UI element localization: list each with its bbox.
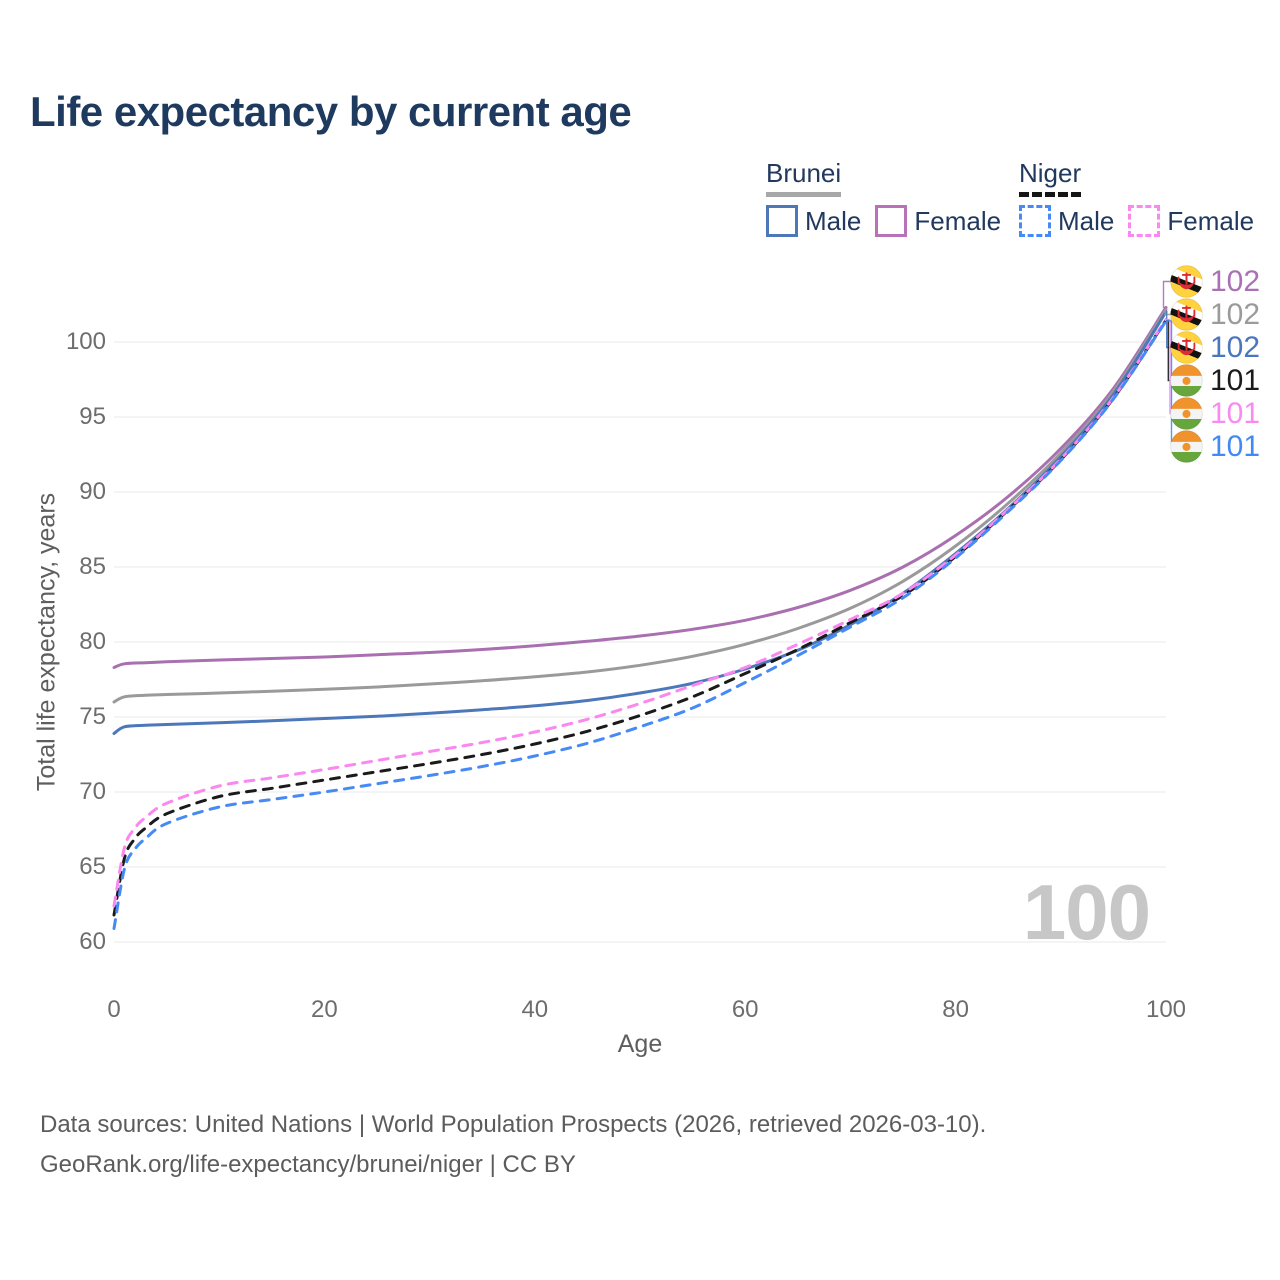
endpoint-value: 101 (1210, 430, 1261, 463)
endpoint-label-brunei-female[interactable]: 102 (1170, 265, 1260, 298)
legend-item-label: Male (805, 205, 862, 236)
legend-group-brunei: Brunei Male Female (766, 158, 1001, 237)
brunei-flag-icon (1170, 298, 1203, 331)
niger-flag-icon (1170, 430, 1203, 463)
x-axis-title: Age (617, 1030, 663, 1058)
y-tick-label-80: 80 (79, 628, 106, 655)
niger-flag-icon (1170, 397, 1203, 430)
x-tick-label-0: 0 (107, 996, 121, 1023)
legend-item-brunei-male[interactable]: Male (766, 205, 861, 237)
legend-swatch-icon (766, 205, 798, 237)
y-tick-label-85: 85 (79, 553, 106, 580)
endpoint-label-niger-female[interactable]: 101 (1170, 397, 1260, 430)
endpoint-label-niger-both-sexes[interactable]: 101 (1170, 364, 1260, 397)
y-tick-label-100: 100 (65, 328, 106, 355)
endpoint-value: 101 (1210, 364, 1261, 397)
x-tick-label-40: 40 (521, 996, 549, 1023)
legend-item-niger-male[interactable]: Male (1019, 205, 1114, 237)
series-line-brunei-male[interactable] (112, 310, 1168, 735)
legend-swatch-icon (1128, 205, 1161, 237)
series-line-brunei-both-sexes[interactable] (112, 308, 1168, 704)
series-line-niger-male[interactable] (112, 319, 1168, 930)
endpoint-value: 102 (1210, 331, 1261, 364)
age-counter-watermark: 100 (1022, 868, 1151, 956)
brunei-flag-icon (1170, 331, 1203, 364)
y-tick-label-90: 90 (79, 478, 106, 505)
x-tick-label-20: 20 (311, 996, 338, 1023)
y-axis-title: Total life expectancy, years (32, 492, 61, 792)
legend-item-brunei-female[interactable]: Female (875, 205, 1001, 237)
x-tick-label-80: 80 (942, 996, 969, 1023)
legend-item-label: Male (1058, 205, 1115, 236)
legend-swatch-icon (875, 205, 908, 237)
y-tick-label-65: 65 (79, 853, 106, 880)
endpoint-value: 102 (1210, 298, 1261, 331)
brunei-flag-icon (1170, 265, 1203, 298)
endpoint-value: 101 (1210, 397, 1261, 430)
endpoint-value: 102 (1210, 265, 1261, 298)
attribution-line: GeoRank.org/life-expectancy/brunei/niger… (40, 1151, 576, 1178)
legend-country-niger[interactable]: Niger (1019, 158, 1082, 197)
y-tick-label-60: 60 (79, 928, 106, 955)
series-line-niger-both-sexes[interactable] (112, 318, 1168, 917)
x-tick-label-60: 60 (731, 996, 759, 1023)
series-line-brunei-female[interactable] (112, 306, 1168, 669)
legend-item-label: Female (1167, 205, 1255, 236)
x-tick-label-100: 100 (1145, 996, 1187, 1023)
legend: Brunei Male Female Niger Male Female (0, 158, 1280, 248)
legend-country-brunei[interactable]: Brunei (766, 158, 842, 197)
legend-group-niger: Niger Male Female (1019, 158, 1254, 237)
y-tick-label-70: 70 (79, 778, 106, 805)
footer: Data sources: United Nations | World Pop… (40, 1105, 986, 1185)
y-tick-label-95: 95 (79, 403, 106, 430)
endpoint-label-brunei-male[interactable]: 102 (1170, 331, 1260, 364)
legend-item-label: Female (914, 205, 1002, 236)
legend-swatch-icon (1019, 205, 1051, 237)
y-tick-label-75: 75 (79, 703, 106, 730)
endpoint-label-niger-male[interactable]: 101 (1170, 430, 1260, 463)
data-sources-line: Data sources: United Nations | World Pop… (40, 1111, 987, 1138)
endpoint-label-brunei-both-sexes[interactable]: 102 (1170, 298, 1260, 331)
niger-flag-icon (1170, 364, 1203, 397)
series-line-niger-female[interactable] (112, 318, 1168, 908)
page-title: Life expectancy by current age (30, 88, 632, 135)
legend-item-niger-female[interactable]: Female (1128, 205, 1254, 237)
